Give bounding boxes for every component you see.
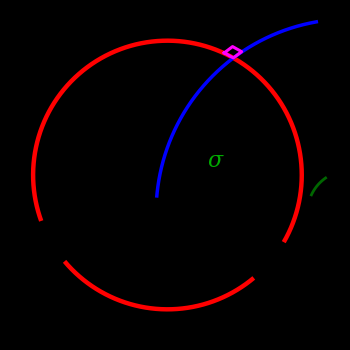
Text: σ: σ (207, 150, 222, 172)
